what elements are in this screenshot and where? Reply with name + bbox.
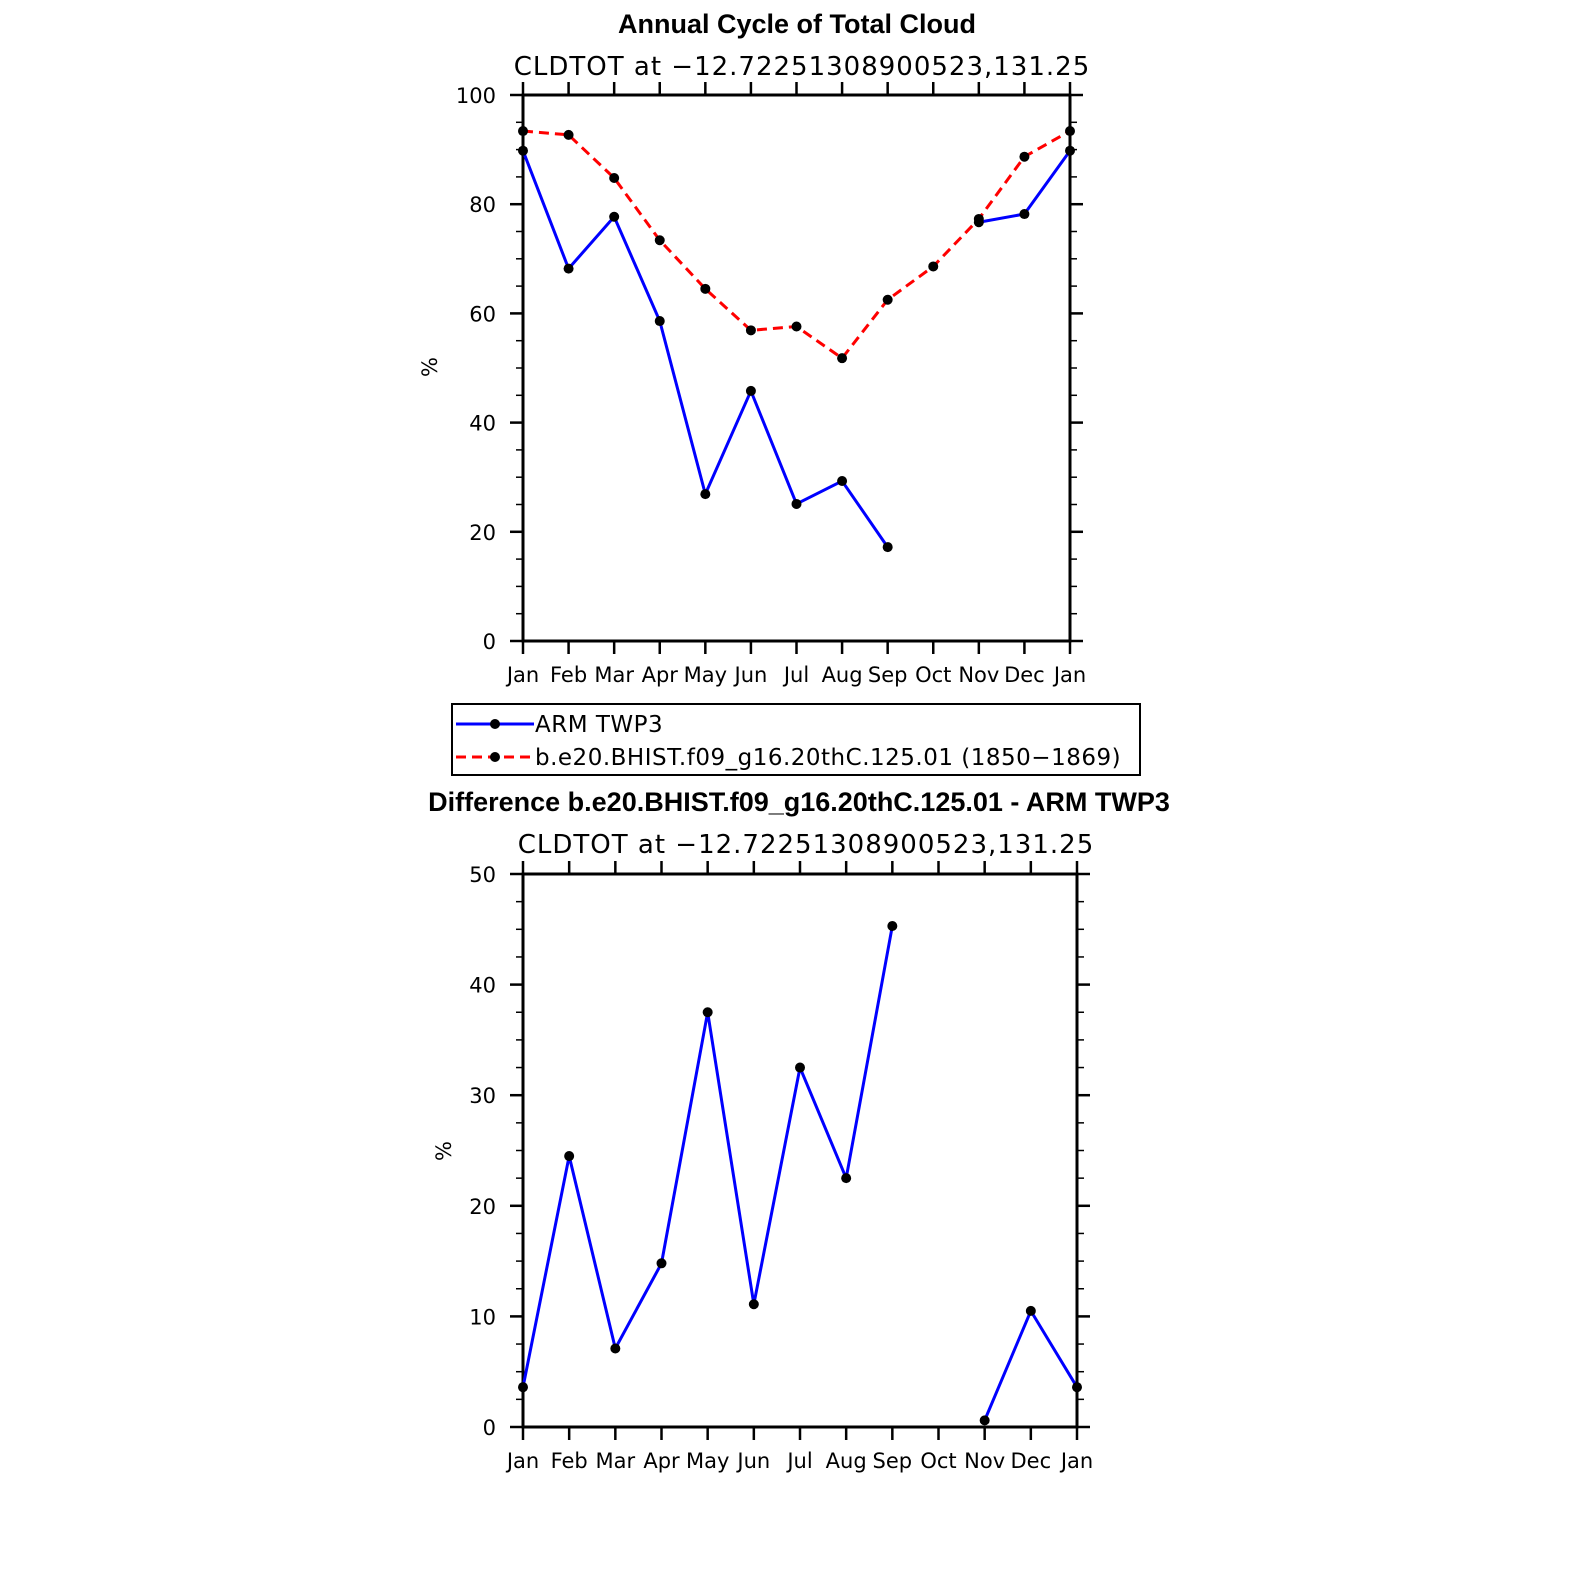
y-tick-label: 40 — [469, 974, 496, 998]
x-tick-label: Mar — [594, 663, 634, 687]
series-layer — [518, 126, 1075, 553]
x-tick-label: Aug — [822, 663, 863, 687]
annual-cycle-panel: Annual Cycle of Total Cloud CLDTOT at −1… — [418, 9, 1091, 687]
x-tick-label: Feb — [551, 1449, 588, 1473]
data-point — [745, 325, 756, 336]
y-axis-label: % — [432, 1141, 456, 1161]
tick-layer: Jan Feb Mar Apr May Jun Jul Aug Sep Oct Nov Dec Jan 0… — [469, 861, 1093, 1473]
data-point — [1065, 145, 1075, 156]
data-point — [745, 385, 756, 396]
data-point — [518, 126, 528, 137]
y-tick-label: 100 — [456, 84, 496, 108]
y-tick-label: 80 — [469, 193, 496, 217]
x-tick-label: May — [684, 663, 727, 687]
x-tick-label: Jan — [1052, 663, 1086, 687]
data-point — [791, 498, 802, 509]
data-point — [1019, 151, 1030, 162]
chart-subtitle: CLDTOT at −12.72251308900523,131.25 — [518, 830, 1095, 860]
legend-marker-obs — [490, 719, 500, 729]
y-tick-label: 0 — [483, 1416, 496, 1440]
y-tick-label: 0 — [483, 630, 496, 654]
x-tick-label: Apr — [643, 1449, 680, 1473]
data-point — [791, 321, 802, 332]
data-point — [518, 1382, 528, 1393]
x-tick-label: Dec — [1011, 1449, 1052, 1473]
data-point — [654, 235, 665, 246]
data-point — [1025, 1305, 1036, 1316]
data-point — [795, 1062, 805, 1073]
data-point — [882, 294, 893, 305]
y-tick-label: 50 — [469, 863, 496, 887]
y-tick-label: 20 — [469, 1195, 496, 1219]
legend-label-obs: ARM TWP3 — [535, 712, 663, 738]
x-tick-label: Jul — [785, 1449, 812, 1473]
legend-box — [451, 703, 1141, 776]
series-layer — [518, 920, 1082, 1426]
x-tick-label: Mar — [596, 1449, 636, 1473]
legend-label-model: b.e20.BHIST.f09_g16.20thC.125.01 (1850−1… — [535, 745, 1121, 771]
data-point — [610, 1343, 621, 1354]
data-point — [1072, 1382, 1082, 1393]
plot-frame — [521, 872, 1079, 1429]
x-tick-label: Oct — [920, 1449, 956, 1473]
x-tick-label: May — [686, 1449, 729, 1473]
x-tick-label: Nov — [958, 663, 999, 687]
data-point — [837, 476, 848, 487]
x-tick-label: Jun — [733, 663, 768, 687]
data-point — [882, 542, 893, 553]
data-point — [748, 1299, 759, 1310]
data-point — [563, 263, 574, 274]
series-line — [521, 925, 894, 1388]
x-tick-label: Apr — [642, 663, 679, 687]
x-tick-label: Jan — [1059, 1449, 1093, 1473]
plot-frame — [521, 93, 1072, 643]
data-point — [979, 1415, 990, 1426]
x-tick-label: Sep — [873, 1449, 913, 1473]
data-point — [1019, 209, 1030, 220]
data-point — [564, 1151, 575, 1162]
y-tick-label: 10 — [469, 1305, 496, 1329]
legend: ARM TWP3 b.e20.BHIST.f09_g16.20thC.125.0… — [451, 703, 1141, 776]
chart-subtitle: CLDTOT at −12.72251308900523,131.25 — [514, 52, 1091, 82]
data-point — [700, 283, 711, 294]
data-point — [928, 261, 939, 272]
x-tick-label: Feb — [550, 663, 587, 687]
data-point — [1065, 126, 1075, 137]
y-axis-label: % — [418, 357, 442, 377]
data-point — [563, 129, 574, 140]
data-point — [887, 920, 898, 931]
data-point — [837, 353, 848, 364]
series-line — [983, 1307, 1079, 1421]
series-line — [521, 150, 889, 548]
x-tick-label: Nov — [964, 1449, 1005, 1473]
data-point — [841, 1173, 852, 1184]
x-tick-label: Oct — [915, 663, 951, 687]
y-tick-label: 20 — [469, 521, 496, 545]
data-point — [609, 211, 620, 222]
data-point — [518, 145, 528, 156]
data-point — [654, 316, 665, 327]
x-tick-label: Aug — [826, 1449, 867, 1473]
x-tick-label: Jan — [505, 1449, 539, 1473]
x-tick-label: Sep — [868, 663, 908, 687]
data-point — [609, 172, 620, 183]
tick-layer: Jan Feb Mar Apr May Jun Jul Aug Sep Oct Nov Dec Jan 0… — [456, 82, 1086, 687]
y-tick-label: 30 — [469, 1084, 496, 1108]
x-tick-label: Jul — [782, 663, 809, 687]
x-tick-label: Dec — [1004, 663, 1045, 687]
data-point — [656, 1258, 667, 1269]
chart-title: Difference b.e20.BHIST.f09_g16.20thC.125… — [428, 787, 1170, 817]
chart-title: Annual Cycle of Total Cloud — [618, 9, 976, 39]
y-tick-label: 60 — [469, 302, 496, 326]
data-point — [700, 489, 711, 500]
difference-panel: Difference b.e20.BHIST.f09_g16.20thC.125… — [428, 787, 1170, 1473]
data-point — [973, 213, 984, 224]
x-tick-label: Jun — [735, 1449, 770, 1473]
x-tick-label: Jan — [505, 663, 539, 687]
legend-marker-model — [490, 752, 500, 762]
y-tick-label: 40 — [469, 412, 496, 436]
data-point — [702, 1007, 713, 1018]
